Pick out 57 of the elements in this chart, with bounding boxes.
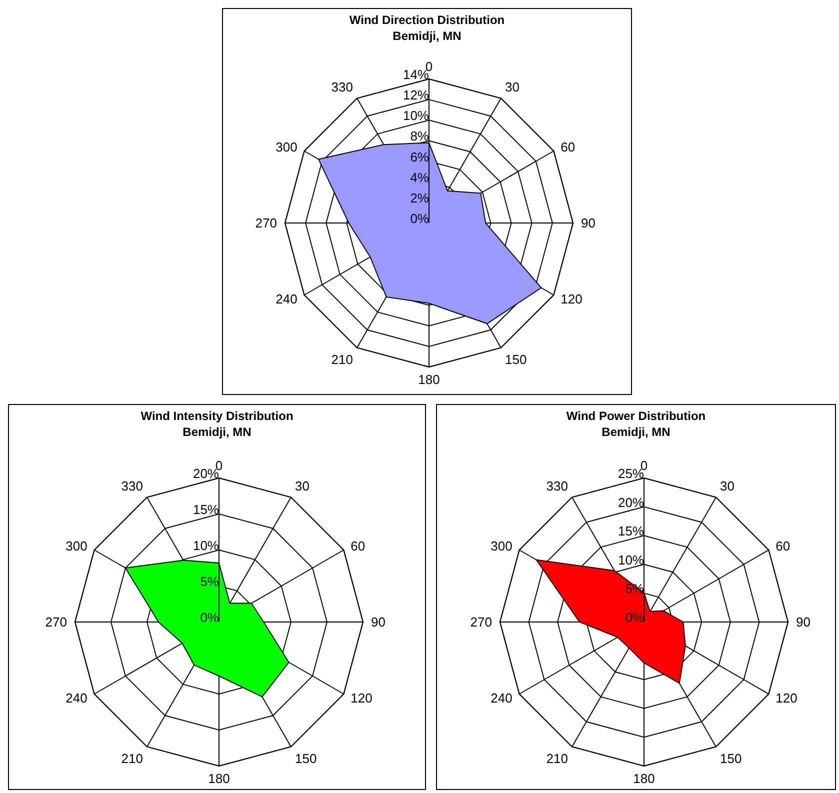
- y-tick-label: 10%: [618, 552, 644, 568]
- spoke-label: 180: [418, 372, 440, 388]
- spoke-label: 210: [331, 352, 353, 367]
- y-tick-label: 15%: [618, 524, 644, 539]
- spoke-label: 210: [546, 750, 568, 766]
- spoke-label: 300: [276, 140, 298, 155]
- chart-title: Wind Power Distribution: [565, 408, 707, 424]
- chart-title: Wind Intensity Distribution: [140, 408, 294, 424]
- spoke-label: 270: [255, 216, 277, 231]
- y-tick-label: 6%: [410, 149, 430, 164]
- spoke-label: 60: [776, 538, 790, 554]
- spoke-label: 30: [505, 79, 520, 94]
- chart-subtitle: Bemidji, MN: [392, 28, 462, 44]
- chart-subtitle: Bemidji, MN: [182, 424, 252, 440]
- y-tick-label: 5%: [200, 574, 220, 589]
- spoke-label: 240: [490, 690, 512, 706]
- y-tick-label: 10%: [402, 108, 430, 124]
- spoke-label: 90: [581, 216, 596, 231]
- spoke-label: 150: [720, 750, 742, 766]
- spoke-label: 30: [720, 478, 734, 494]
- spoke-label: 300: [490, 538, 512, 554]
- spoke-label: 300: [66, 538, 88, 554]
- spoke-label: 330: [546, 478, 568, 494]
- spoke-label: 90: [371, 614, 386, 630]
- y-tick-label: 15%: [192, 502, 220, 517]
- chart-subtitle: Bemidji, MN: [600, 424, 672, 440]
- spoke-label: 120: [560, 292, 582, 307]
- spoke-label: 150: [295, 750, 317, 766]
- spoke-label: 330: [121, 478, 143, 494]
- y-tick-label: 0%: [200, 610, 220, 625]
- spoke-label: 210: [121, 750, 143, 766]
- spoke-label: 180: [633, 771, 655, 786]
- spoke-label: 60: [350, 538, 366, 554]
- y-tick-label: 10%: [192, 538, 220, 553]
- y-tick-label: 0%: [410, 211, 430, 226]
- y-tick-label: 20%: [618, 494, 644, 510]
- spoke-label: 180: [208, 771, 230, 786]
- spoke-label: 330: [331, 79, 353, 94]
- spoke-label: 0: [640, 458, 648, 473]
- spoke-label: 90: [796, 614, 810, 630]
- spoke-label: 240: [66, 690, 88, 706]
- chart-title: Wind Direction Distribution: [348, 12, 506, 28]
- spoke-label: 240: [276, 292, 298, 307]
- spoke-label: 30: [295, 478, 310, 494]
- spoke-label: 270: [45, 614, 67, 630]
- spoke-label: 120: [350, 690, 372, 706]
- spoke-label: 0: [425, 59, 433, 74]
- y-tick-label: 4%: [410, 170, 430, 185]
- spoke-label: 270: [470, 614, 492, 630]
- spoke-label: 150: [505, 352, 527, 367]
- y-tick-label: 12%: [402, 88, 430, 103]
- y-tick-label: 0%: [625, 610, 644, 625]
- spoke-label: 0: [215, 458, 223, 473]
- y-tick-label: 2%: [410, 190, 430, 206]
- spoke-label: 60: [560, 140, 576, 155]
- spoke-label: 120: [776, 690, 798, 706]
- y-tick-label: 8%: [410, 128, 430, 144]
